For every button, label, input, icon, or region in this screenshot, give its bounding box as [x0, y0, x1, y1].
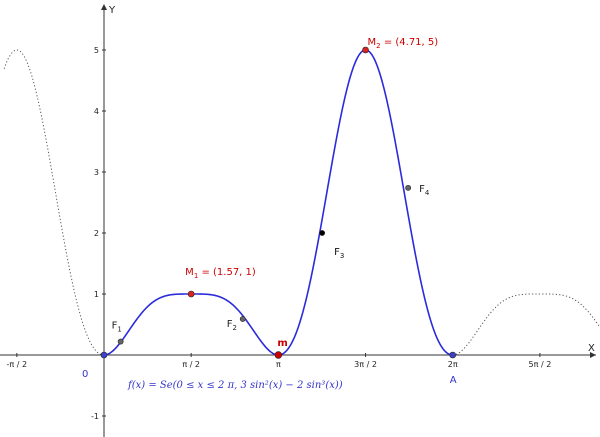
point-label-o: 0 [82, 369, 88, 380]
y-tick-label: 4 [94, 107, 99, 116]
x-tick-label: 5π / 2 [529, 360, 552, 369]
x-axis-arrow [590, 352, 596, 358]
function-curve [103, 49, 453, 356]
point-label-m: m [277, 338, 287, 349]
y-axis-arrow [101, 4, 107, 10]
point-label-f2: F2 [227, 319, 237, 332]
x-tick-label: -π / 2 [7, 360, 28, 369]
point-f3 [319, 230, 326, 236]
x-tick-label: π [276, 360, 281, 369]
point-f1 [117, 338, 124, 345]
point-m [274, 351, 283, 359]
point-label-a: A [450, 375, 457, 386]
point-label-f4: F4 [419, 184, 430, 197]
point-m2 [362, 46, 369, 54]
function-extension-dotted [3, 49, 105, 356]
labels: M1 = (1.57, 1) M2 = (4.71, 5) F1 F2 F3 F4 m 0 A [82, 37, 457, 386]
point-m1 [187, 290, 195, 298]
point-label-f1: F1 [112, 321, 122, 334]
point-label-m1: M1 = (1.57, 1) [185, 267, 256, 280]
function-extension-dotted [452, 293, 600, 356]
point-label-f3: F3 [334, 247, 344, 260]
curves [3, 49, 600, 356]
y-tick-label: 2 [94, 229, 99, 238]
y-tick-label: 5 [94, 46, 99, 55]
y-tick-label: 1 [94, 290, 99, 299]
x-tick-label: π / 2 [182, 360, 200, 369]
points [100, 46, 457, 359]
point-o [100, 351, 108, 359]
point-f4 [405, 184, 412, 191]
point-f2 [239, 316, 246, 322]
x-tick-label: 2π [448, 360, 458, 369]
y-tick-label: -1 [91, 412, 99, 421]
function-label: f(x) = Se(0 ≤ x ≤ 2 π, 3 sin²(x) − 2 sin… [127, 380, 343, 391]
x-axis-label: X [588, 343, 595, 354]
y-axis-label: Y [108, 5, 116, 16]
point-label-m2: M2 = (4.71, 5) [368, 37, 439, 50]
axes: X Y -π / 2 π / 2 π 3π / 2 2π 5π / 2 -1 1 2 3 4 5 [0, 4, 596, 437]
x-tick-label: 3π / 2 [354, 360, 377, 369]
y-tick-label: 3 [94, 168, 99, 177]
point-a [449, 351, 457, 359]
